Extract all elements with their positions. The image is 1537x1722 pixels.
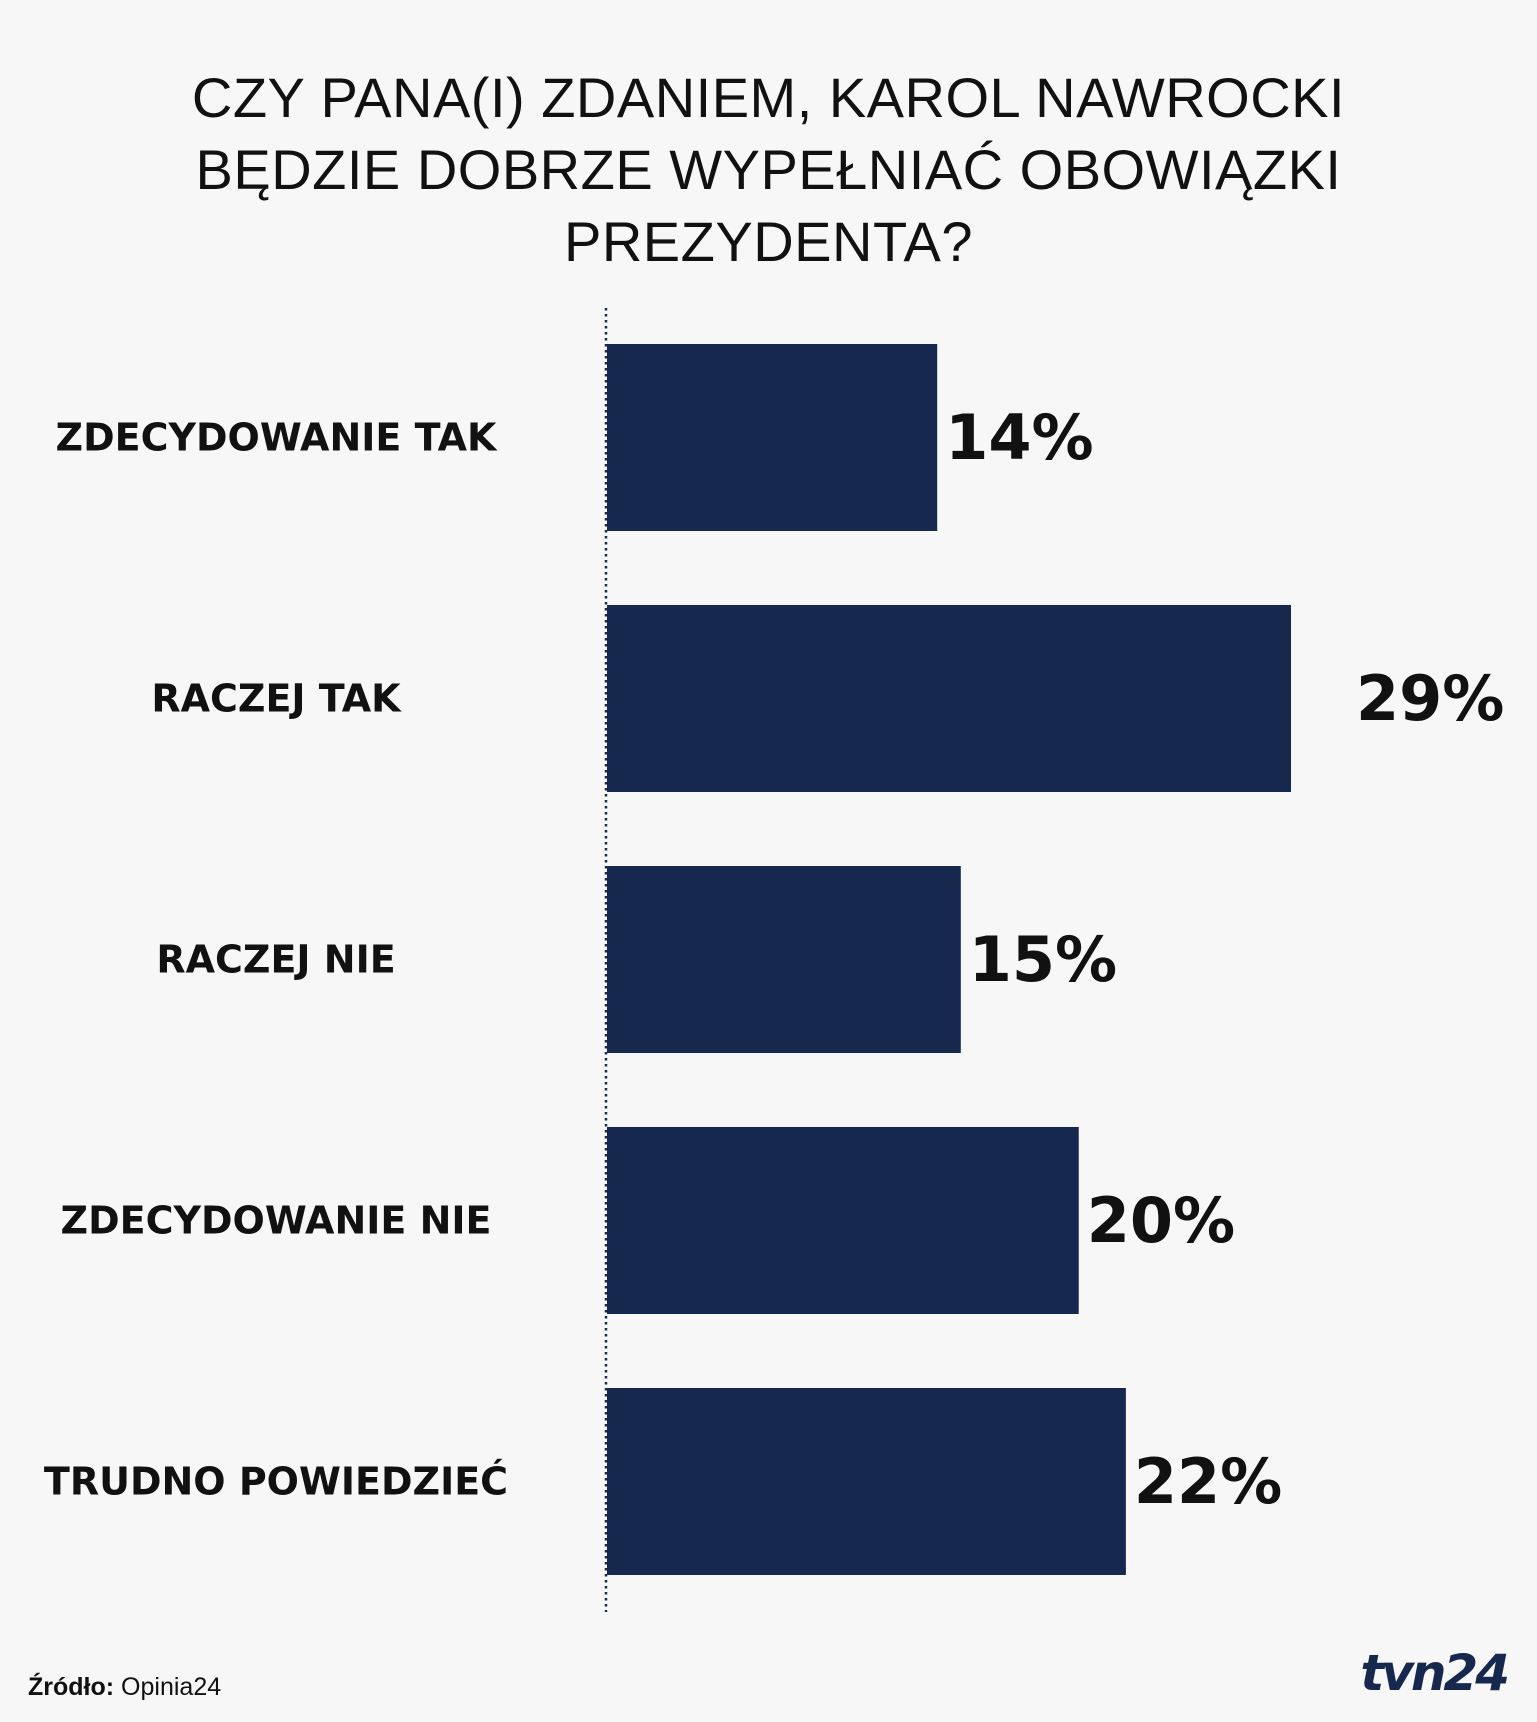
value-label-3: 20% bbox=[1087, 1184, 1235, 1257]
value-label-1: 29% bbox=[1356, 662, 1504, 735]
category-label-3: ZDECYDOWANIE NIE bbox=[61, 1199, 492, 1243]
bar-1 bbox=[607, 605, 1291, 792]
category-label-1: RACZEJ TAK bbox=[151, 677, 402, 721]
value-label-0: 14% bbox=[945, 401, 1093, 474]
bar-chart: ZDECYDOWANIE TAK 14% RACZEJ TAK 29% RACZEJ N… bbox=[44, 308, 1504, 1612]
tvn24-logo: tvn24 bbox=[1360, 1644, 1510, 1702]
bar-2 bbox=[607, 866, 961, 1053]
bar-3 bbox=[607, 1127, 1079, 1314]
source-label: Źródło: bbox=[28, 1673, 115, 1701]
bar-4 bbox=[607, 1388, 1126, 1575]
chart-title-line-2: BĘDZIE DOBRZE WYPEŁNIAĆ OBOWIĄZKI bbox=[195, 138, 1342, 201]
chart-title-line-3: PREZYDENTA? bbox=[564, 210, 973, 273]
value-label-2: 15% bbox=[969, 923, 1117, 996]
value-label-4: 22% bbox=[1134, 1445, 1282, 1518]
bars-group: ZDECYDOWANIE TAK 14% RACZEJ TAK 29% RACZEJ N… bbox=[44, 344, 1504, 1575]
chart-title-line-1: CZY PANA(I) ZDANIEM, KAROL NAWROCKI bbox=[191, 66, 1346, 129]
chart-title: CZY PANA(I) ZDANIEM, KAROL NAWROCKI BĘDZ… bbox=[0, 62, 1537, 278]
source-value: Opinia24 bbox=[121, 1673, 222, 1701]
category-label-2: RACZEJ NIE bbox=[156, 938, 395, 982]
category-label-0: ZDECYDOWANIE TAK bbox=[56, 416, 498, 460]
bar-0 bbox=[607, 344, 938, 531]
source-note: Źródło: Opinia24 bbox=[28, 1673, 221, 1702]
category-label-4: TRUDNO POWIEDZIEĆ bbox=[44, 1460, 508, 1504]
